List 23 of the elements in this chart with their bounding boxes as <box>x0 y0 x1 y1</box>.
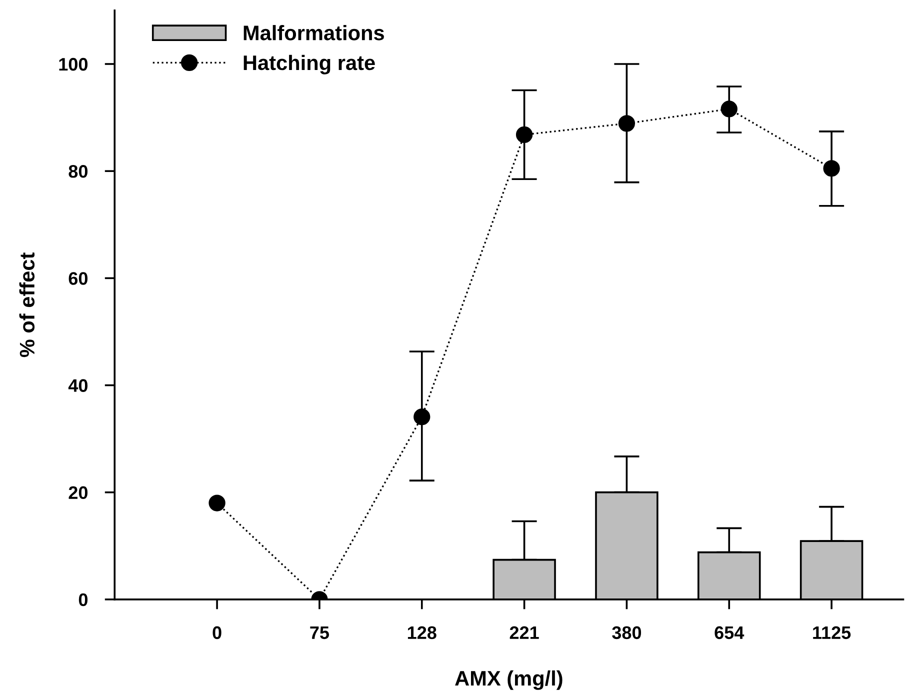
x-tick-label: 654 <box>714 626 744 640</box>
x-axis-title: AMX (mg/l) <box>455 670 562 690</box>
y-tick-label: 80 <box>68 165 88 178</box>
y-tick-label: 60 <box>68 272 88 285</box>
x-tick-label: 221 <box>510 626 539 639</box>
y-tick-label: 20 <box>68 486 88 500</box>
legend-label: Malformations <box>244 25 384 40</box>
x-tick-label: 380 <box>612 626 642 640</box>
y-tick-label: 100 <box>59 58 88 71</box>
y-tick-label: 0 <box>78 593 88 606</box>
x-tick-label: 0 <box>212 626 222 640</box>
x-tick-label: 1125 <box>813 626 851 640</box>
point <box>618 115 636 132</box>
y-tick-label: 40 <box>68 379 88 392</box>
point <box>208 494 226 512</box>
point <box>516 126 533 144</box>
x-tick-label: 75 <box>310 626 329 640</box>
legend-label: Hatching rate <box>244 54 375 74</box>
point <box>823 160 840 177</box>
y-axis-title: % of effect <box>19 252 35 358</box>
point <box>720 100 738 118</box>
x-tick-label: 128 <box>408 626 436 640</box>
point <box>414 408 430 426</box>
